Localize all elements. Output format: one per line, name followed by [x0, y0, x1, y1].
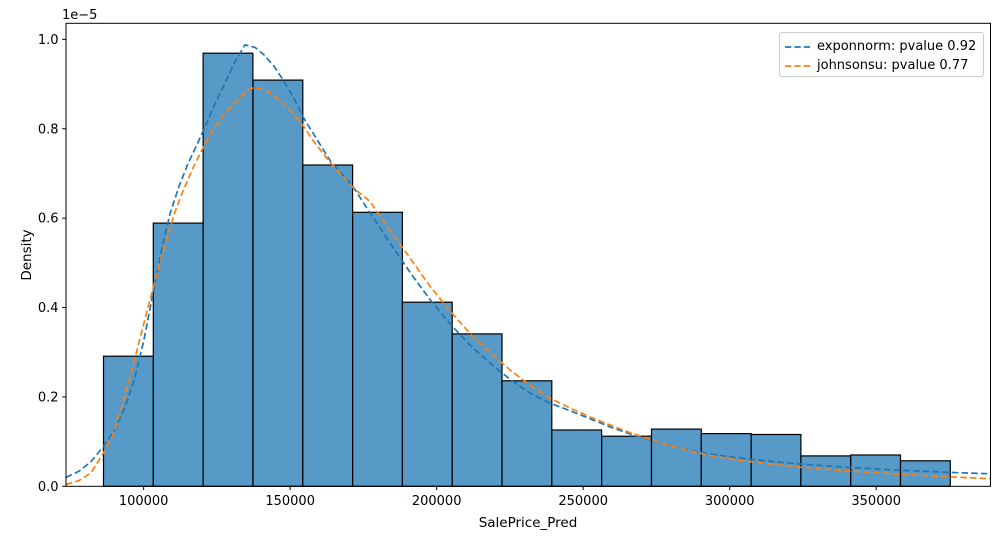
histogram-bar: [501, 380, 553, 487]
johnsonsu-curve: [65, 87, 991, 486]
y-tick-label: 0.0: [38, 480, 59, 495]
histogram-bar: [401, 301, 453, 487]
histogram-bar: [352, 211, 404, 487]
y-tick-label: 0.6: [38, 212, 59, 227]
histogram-bar: [899, 460, 951, 487]
histogram-bars: [102, 52, 951, 487]
y-axis-label: Density: [19, 229, 35, 281]
y-tick-label: 1.0: [38, 33, 59, 48]
x-axis-label: SalePrice_Pred: [478, 515, 578, 531]
y-tick-label: 0.2: [38, 390, 59, 405]
legend-item-label: exponnorm: pvalue 0.92: [817, 39, 977, 54]
x-tick-label: 250000: [558, 494, 608, 509]
dashed-line-icon: [785, 64, 810, 67]
histogram-bar: [152, 222, 204, 487]
legend: exponnorm: pvalue 0.92 johnsonsu: pvalue…: [779, 32, 984, 77]
histogram-bar: [850, 454, 902, 487]
x-tick-label: 100000: [119, 494, 169, 509]
histogram-bar: [601, 435, 653, 487]
x-tick-label: 150000: [265, 494, 315, 509]
x-tick-label: 300000: [705, 494, 755, 509]
histogram-bar: [102, 355, 154, 487]
y-tick-label: 0.8: [38, 122, 59, 137]
legend-item: exponnorm: pvalue 0.92: [785, 37, 983, 56]
histogram-bar: [551, 429, 603, 487]
histogram-bar: [650, 428, 702, 487]
x-tick-label: 350000: [851, 494, 901, 509]
y-tick-label: 0.4: [38, 301, 59, 316]
plot-border: [65, 22, 991, 487]
histogram-bar: [202, 52, 254, 487]
dashed-line-icon: [785, 45, 810, 48]
histogram-bar: [451, 333, 503, 487]
x-axis-ticks: 100000 150000 200000 250000 300000 350000: [119, 486, 901, 509]
y-axis-offset-label: 1e−5: [62, 8, 98, 23]
histogram-bar: [252, 79, 304, 487]
legend-item: johnsonsu: pvalue 0.77: [785, 56, 983, 75]
x-tick-label: 200000: [412, 494, 462, 509]
histogram-bar: [800, 455, 852, 487]
y-axis-ticks: 0.0 0.2 0.4 0.6 0.8 1.0: [38, 33, 66, 495]
legend-item-label: johnsonsu: pvalue 0.77: [817, 58, 969, 73]
histogram-bar: [302, 164, 354, 487]
